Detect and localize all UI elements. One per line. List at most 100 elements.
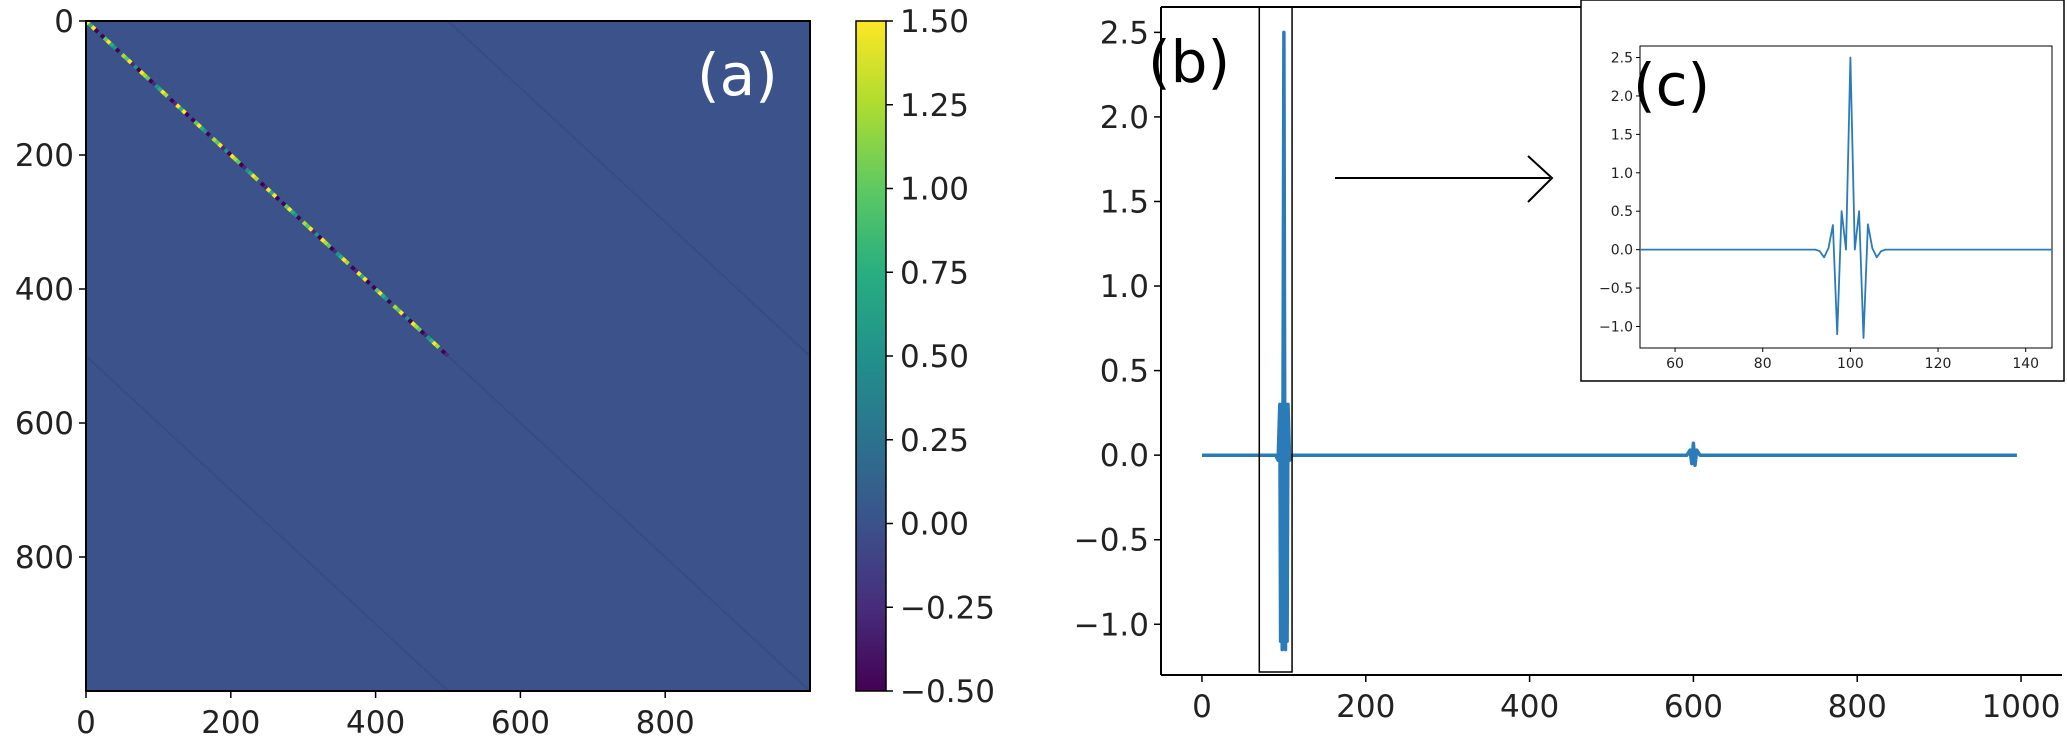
colorbar-tick-label: 0.25 (900, 423, 969, 459)
diagonal-segment (154, 83, 160, 90)
diagonal-segment (322, 240, 329, 246)
diagonal-segment (172, 100, 178, 107)
diagonal-segment (419, 329, 426, 336)
inset-y-axis: 2.5 2.0 1.5 1.0 0.5 0.0 −0.5 −1.0 (1599, 51, 1640, 335)
diagonal-segment (310, 228, 317, 235)
diagonal-segment (244, 167, 251, 174)
diagonal-segment (404, 315, 411, 322)
diagonal-segment (126, 58, 133, 65)
diagonal-segment (202, 128, 209, 135)
diagonal-segment (160, 89, 166, 96)
diagonal-segment (295, 214, 302, 221)
diagonal-segment (193, 120, 199, 126)
colorbar-ticks: 1.50 1.25 1.00 0.75 0.50 0.25 0.00 −0.25 −0.50 (886, 4, 995, 710)
y-tick-label: 2.0 (1100, 100, 1149, 136)
diagonal-segment (398, 309, 405, 316)
diagonal-segment (395, 307, 402, 313)
panel-b-label: (b) (1148, 28, 1230, 96)
diagonal-segment (316, 234, 323, 241)
diagonal-segment (238, 161, 245, 168)
diagonal-segment (256, 178, 263, 185)
diagonal-segment (253, 175, 260, 182)
y-tick-label: 0.0 (1100, 438, 1149, 474)
x-tick-label: 60 (1666, 356, 1684, 372)
y-tick-label: 0.5 (1611, 204, 1633, 220)
diagonal-segment (425, 334, 432, 341)
diagonal-segment (226, 150, 233, 157)
diagonal-segment (338, 254, 344, 260)
diagonal-segment (371, 284, 377, 291)
diagonal-segment (117, 50, 124, 56)
heatmap-frame (85, 20, 811, 692)
diagonal-segment (196, 122, 202, 129)
diagonal-segment (328, 245, 335, 252)
y-tick-label: 1.5 (1611, 127, 1633, 143)
diagonal-segment (319, 237, 326, 244)
diagonal-segment (307, 226, 314, 232)
x-tick-label: 120 (1925, 356, 1952, 372)
diagonal-segment (443, 351, 450, 358)
diagonal-segment (268, 189, 275, 196)
diagonal-segment (123, 55, 130, 62)
diagonal-segment (232, 156, 239, 163)
y-tick-label: 0 (54, 4, 74, 40)
panel-c: 60 80 100 120 140 2.5 2.0 1.5 1.0 0.5 0.0 −0.5 −1.0… (1580, 0, 2065, 382)
diagonal-segment (359, 273, 365, 280)
x-tick-label: 100 (1837, 356, 1864, 372)
y-tick-label: 800 (15, 540, 74, 576)
diagonal-segment (199, 125, 206, 132)
diagonal-segment (114, 47, 121, 54)
diagonal-segment (389, 301, 396, 308)
diagonal-segment (241, 164, 248, 171)
diagonal-segment (332, 248, 338, 255)
x-tick-label: 400 (1500, 689, 1559, 725)
diagonal-segment (392, 304, 399, 311)
diagonal-segment (187, 114, 193, 121)
diagonal-segment (205, 131, 212, 137)
y-tick-label: 0.5 (1100, 354, 1149, 390)
diagonal-segment (175, 103, 181, 110)
diagonal-segment (422, 332, 429, 338)
heatmap-y-axis: 0 200 400 600 800 (15, 4, 86, 576)
y-tick-label: −1.0 (1599, 319, 1633, 335)
faint-diagonal (447, 355, 810, 691)
diagonal-segment (431, 340, 438, 347)
y-tick-label: 2.5 (1100, 15, 1149, 51)
y-tick-label: −0.5 (1074, 523, 1149, 559)
heatmap-x-axis: 0 200 400 600 800 (76, 691, 695, 738)
diagonal-segment (313, 231, 320, 238)
y-tick-label: 1.0 (1100, 269, 1149, 305)
diagonal-segment (141, 72, 148, 79)
colorbar-tick-label: 1.50 (900, 4, 969, 40)
colorbar-gradient (855, 20, 887, 692)
diagonal-segment (410, 321, 417, 327)
diagonal-segment (271, 192, 278, 199)
diagonal-segment (434, 343, 441, 350)
diagonal-segment (407, 318, 414, 324)
y-tick-label: 1.0 (1611, 166, 1633, 182)
y-tick-label: 2.5 (1611, 51, 1633, 67)
diagonal-segment (356, 270, 362, 277)
x-tick-label: 1000 (1982, 689, 2061, 725)
diagonal-segment (229, 153, 236, 160)
panel-a: 0 200 400 600 800 0 200 400 600 800 (a) (15, 4, 811, 738)
diagonal-segment (437, 346, 444, 352)
diagonal-segment (368, 281, 374, 288)
x-tick-label: 600 (1664, 689, 1723, 725)
highlight-box (1258, 6, 1293, 673)
diagonal-segment (274, 195, 281, 202)
colorbar-tick-label: 0.75 (900, 255, 969, 291)
heatmap-features (86, 21, 810, 691)
diagonal-segment (374, 287, 380, 294)
diagonal-segment (135, 66, 142, 73)
diagonal-segment (365, 279, 371, 285)
series-line-b (1202, 30, 2017, 652)
diagonal-segment (247, 170, 254, 177)
diagonal-segment (250, 173, 257, 179)
diagonal-segment (353, 267, 359, 274)
diagonal-segment (105, 39, 112, 45)
diagonal-segment (138, 69, 145, 76)
diagonal-segment (286, 206, 293, 213)
inset-axes (1639, 45, 2053, 349)
